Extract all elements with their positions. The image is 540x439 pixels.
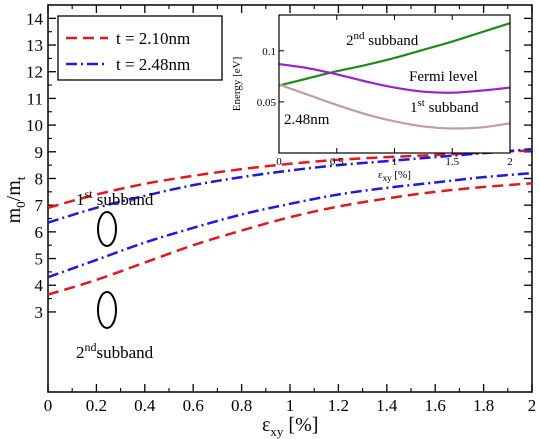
inset-y-tick-label: 0.1 xyxy=(262,46,276,58)
main-x-tick-label: 1.6 xyxy=(425,396,446,415)
main-y-tick-label: 10 xyxy=(26,116,43,135)
main-y-tick-label: 6 xyxy=(35,223,44,242)
main-series xyxy=(47,147,533,296)
inset-series-line-1 xyxy=(278,22,511,87)
main-x-tick-label: 1 xyxy=(286,396,295,415)
legend-label-2-10: t = 2.10nm xyxy=(116,29,190,48)
inset-ticks: 0 0.5 1 1.5 2 0.05 0.1 xyxy=(257,15,513,168)
main-y-tick-label: 11 xyxy=(27,89,43,108)
main-y-tick-label: 13 xyxy=(26,36,43,55)
series-line-2nd-210 xyxy=(47,182,533,296)
main-y-tick-label: 4 xyxy=(35,276,44,295)
main-x-tick-label: 0.8 xyxy=(231,396,252,415)
inset-x-tick-label: 1.5 xyxy=(445,156,459,168)
main-y-tick-label: 8 xyxy=(35,169,44,188)
inset-series xyxy=(278,22,511,130)
first-subband-label: 1st subband xyxy=(76,187,154,209)
main-x-tick-label: 1.8 xyxy=(473,396,494,415)
legend-label-2-48: t = 2.48nm xyxy=(116,55,190,74)
main-y-tick-label: 5 xyxy=(35,250,44,269)
inset-y-tick-label: 0.05 xyxy=(257,97,277,109)
main-plot: 0 0.2 0.4 0.6 0.8 1 1.2 1.4 1.6 1.8 23456789101112… xyxy=(3,4,536,439)
inset-plot: 0 0.5 1 1.5 2 0.05 0.1 2nd subband Fermi level… xyxy=(231,14,513,183)
main-x-tick-label: 0.6 xyxy=(183,396,204,415)
main-x-tick-label: 0 xyxy=(44,396,53,415)
inset-thickness-label: 2.48nm xyxy=(284,112,330,128)
main-x-tick-label: 1.2 xyxy=(328,396,349,415)
series-line-1st-248 xyxy=(47,147,533,224)
main-x-tick-label: 2 xyxy=(528,396,537,415)
second-subband-marker xyxy=(97,291,117,329)
x-axis-label: εxy [%] xyxy=(262,414,318,439)
inset-x-tick-label: 0.5 xyxy=(330,156,344,168)
main-x-tick-label: 0.2 xyxy=(86,396,107,415)
inset-x-tick-label: 2 xyxy=(507,156,513,168)
series-line-1st-210 xyxy=(47,149,533,210)
main-ticks: 0 0.2 0.4 0.6 0.8 1 1.2 1.4 1.6 1.8 23456789101112… xyxy=(26,5,536,415)
y-axis-label: m0/mt xyxy=(3,176,28,223)
inset-x-tick-label: 0 xyxy=(276,156,282,168)
legend: t = 2.10nm t = 2.48nm xyxy=(57,15,223,81)
first-subband-marker xyxy=(97,211,117,247)
inset-background xyxy=(279,15,510,153)
main-x-tick-label: 0.4 xyxy=(134,396,156,415)
main-y-tick-label: 9 xyxy=(35,143,44,162)
inset-series-line-2 xyxy=(278,62,511,94)
main-y-tick-label: 14 xyxy=(26,9,44,28)
main-y-tick-label: 3 xyxy=(35,303,44,322)
inset-y-axis-label: Energy [eV] xyxy=(231,57,243,111)
series-line-2nd-248 xyxy=(47,171,533,279)
inset-second-subband-label: 2nd subband xyxy=(346,30,419,49)
main-x-tick-label: 1.4 xyxy=(376,396,398,415)
inset-series-line-3 xyxy=(278,83,511,130)
main-y-tick-label: 12 xyxy=(26,63,43,82)
inset-x-axis-label: εxy [%] xyxy=(378,169,411,183)
legend-box xyxy=(57,15,223,81)
main-y-tick-label: 7 xyxy=(35,196,44,215)
second-subband-label: 2ndsubband xyxy=(76,340,154,362)
inset-fermi-label: Fermi level xyxy=(409,69,478,85)
inset-first-subband-label: 1st subband xyxy=(410,97,479,116)
inset-x-tick-label: 1 xyxy=(392,156,398,168)
